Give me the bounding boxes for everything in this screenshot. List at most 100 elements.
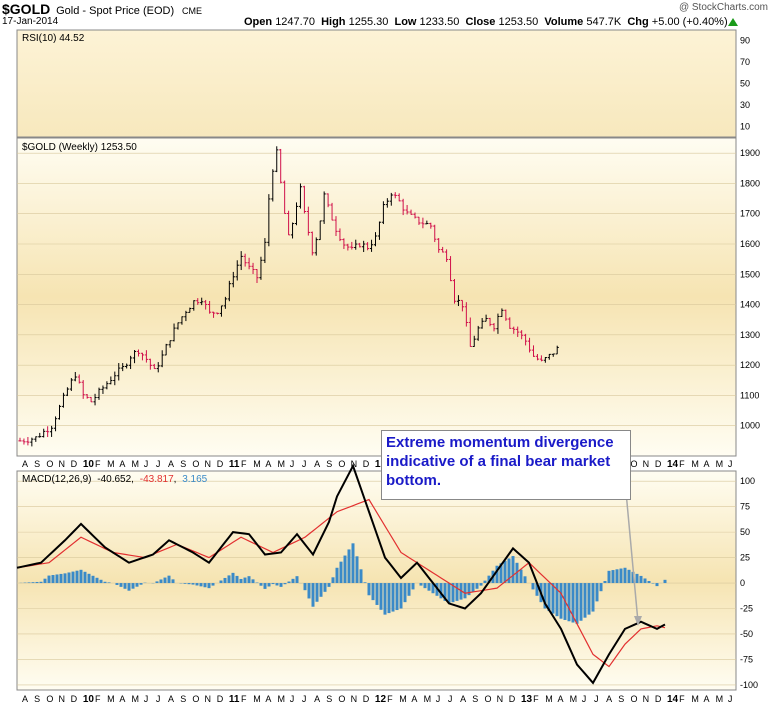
symbol: $GOLD bbox=[2, 1, 51, 17]
histogram-bar bbox=[467, 583, 471, 596]
histogram-bar bbox=[447, 583, 451, 604]
histogram-bar bbox=[99, 579, 103, 584]
histogram-bar bbox=[379, 583, 383, 610]
month-tick-label: J bbox=[290, 459, 295, 469]
histogram-bar bbox=[63, 573, 67, 584]
month-tick-label: N bbox=[351, 694, 358, 704]
close-value: 1253.50 bbox=[498, 16, 539, 28]
histogram-bar bbox=[575, 583, 579, 624]
histogram-bar bbox=[591, 583, 595, 612]
exchange: CME bbox=[182, 6, 202, 16]
histogram-bar bbox=[587, 583, 591, 615]
histogram-bar bbox=[555, 583, 559, 617]
month-tick-label: F bbox=[95, 459, 101, 469]
close-label: Close bbox=[465, 16, 496, 28]
histogram-bar bbox=[103, 581, 107, 584]
histogram-bar bbox=[655, 583, 659, 587]
histogram-bar bbox=[307, 583, 311, 599]
histogram-bar bbox=[263, 583, 267, 589]
price-tick-label: 1500 bbox=[740, 269, 760, 279]
histogram-bar bbox=[51, 575, 55, 584]
histogram-bar bbox=[487, 575, 491, 584]
macd-label: MACD(12,26,9) -40.652, -43.817, 3.165 bbox=[22, 474, 208, 485]
histogram-bar bbox=[311, 583, 315, 607]
month-tick-label: D bbox=[363, 459, 370, 469]
histogram-bar bbox=[295, 576, 299, 584]
histogram-bar bbox=[427, 583, 431, 591]
macd-tick-label: -50 bbox=[740, 629, 753, 639]
histogram-bar bbox=[39, 581, 43, 584]
year-tick-label: 10 bbox=[83, 694, 95, 705]
month-tick-label: M bbox=[716, 459, 724, 469]
histogram-bar bbox=[547, 583, 551, 612]
histogram-bar bbox=[479, 583, 483, 586]
rsi-tick-label: 70 bbox=[740, 57, 750, 67]
histogram-bar bbox=[519, 569, 523, 584]
histogram-bar bbox=[595, 583, 599, 602]
symbol-title: $GOLD Gold - Spot Price (EOD) CME bbox=[2, 1, 202, 17]
macd-histogram bbox=[19, 543, 667, 624]
macd-value: -40.652 bbox=[97, 474, 131, 485]
macd-tick-label: -100 bbox=[740, 680, 758, 690]
histogram-bar bbox=[27, 582, 31, 584]
histogram-bar bbox=[219, 580, 223, 584]
histogram-bar bbox=[499, 563, 503, 584]
month-tick-label: F bbox=[95, 694, 101, 704]
histogram-bar bbox=[399, 583, 403, 609]
month-tick-label: D bbox=[509, 694, 516, 704]
month-tick-label: F bbox=[679, 459, 685, 469]
histogram-bar bbox=[35, 581, 39, 584]
histogram-bar bbox=[235, 575, 239, 584]
price-tick-label: 1900 bbox=[740, 148, 760, 158]
histogram-bar bbox=[495, 565, 499, 584]
month-tick-label: S bbox=[180, 694, 186, 704]
histogram-bar bbox=[223, 577, 227, 584]
macd-tick-label: -75 bbox=[740, 654, 753, 664]
month-tick-label: N bbox=[643, 459, 650, 469]
year-tick-label: 12 bbox=[375, 694, 387, 705]
year-tick-label: 14 bbox=[667, 459, 679, 470]
rsi-tick-label: 30 bbox=[740, 100, 750, 110]
histogram-bar bbox=[359, 569, 363, 584]
month-tick-label: M bbox=[545, 694, 553, 704]
histogram-bar bbox=[47, 575, 51, 584]
histogram-bar bbox=[347, 549, 351, 584]
histogram-bar bbox=[195, 583, 199, 586]
histogram-bar bbox=[139, 583, 143, 585]
price-tick-label: 1100 bbox=[740, 390, 759, 400]
month-tick-label: O bbox=[46, 459, 53, 469]
stockcharts-brand: @ StockCharts.com bbox=[678, 2, 768, 13]
chart-date: 17-Jan-2014 bbox=[2, 16, 59, 27]
histogram-bar bbox=[231, 572, 235, 584]
macd-tick-label: 50 bbox=[740, 527, 750, 537]
histogram-bar bbox=[631, 571, 635, 584]
histogram-bar bbox=[383, 583, 387, 615]
month-tick-label: S bbox=[618, 694, 624, 704]
ohlc-readout: Open 1247.70 High 1255.30 Low 1233.50 Cl… bbox=[244, 16, 728, 28]
histogram-bar bbox=[327, 583, 331, 587]
histogram-bar bbox=[291, 578, 295, 584]
month-tick-label: F bbox=[241, 459, 247, 469]
month-tick-label: A bbox=[119, 459, 125, 469]
histogram-bar bbox=[283, 583, 287, 585]
month-tick-label: S bbox=[180, 459, 186, 469]
histogram-bar bbox=[171, 579, 175, 584]
histogram-bar bbox=[107, 582, 111, 584]
month-tick-label: D bbox=[217, 459, 224, 469]
month-tick-label: F bbox=[533, 694, 539, 704]
histogram-bar bbox=[335, 567, 339, 584]
month-tick-label: M bbox=[107, 459, 115, 469]
month-tick-label: A bbox=[411, 694, 417, 704]
histogram-bar bbox=[559, 583, 563, 619]
month-tick-label: N bbox=[205, 459, 212, 469]
macd-line bbox=[16, 463, 666, 685]
month-tick-label: A bbox=[168, 694, 174, 704]
rsi-label: RSI(10) 44.52 bbox=[22, 33, 85, 44]
histogram-bar bbox=[623, 567, 627, 584]
histogram-bar bbox=[95, 577, 99, 584]
month-tick-label: M bbox=[253, 694, 261, 704]
histogram-bar bbox=[43, 578, 47, 584]
histogram-bar bbox=[339, 561, 343, 584]
month-tick-label: M bbox=[278, 694, 286, 704]
